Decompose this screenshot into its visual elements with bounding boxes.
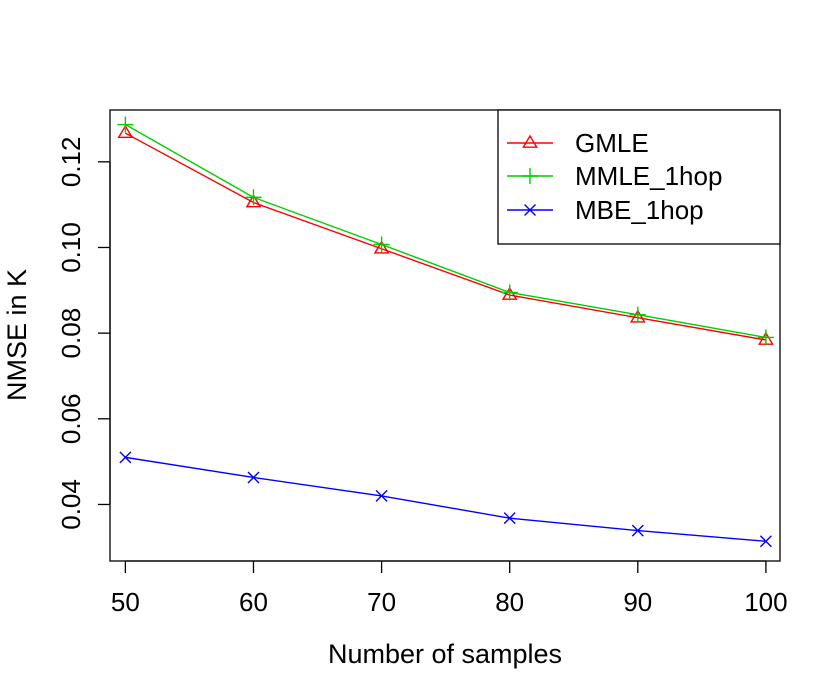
data-point bbox=[245, 189, 262, 206]
data-point bbox=[373, 240, 390, 254]
y-axis-label: NMSE in K bbox=[2, 269, 32, 401]
series-line bbox=[125, 132, 767, 341]
legend-item: GMLE bbox=[507, 128, 649, 158]
legend-label: MBE_1hop bbox=[575, 195, 704, 225]
x-tick-label: 70 bbox=[367, 587, 396, 617]
data-point bbox=[501, 284, 518, 301]
data-point bbox=[247, 471, 260, 484]
series-gmle bbox=[117, 124, 774, 345]
legend-item: MBE_1hop bbox=[507, 195, 704, 225]
series-line bbox=[125, 456, 766, 542]
data-point bbox=[757, 329, 774, 346]
x-tick-label: 100 bbox=[744, 587, 787, 617]
data-point bbox=[375, 489, 388, 502]
y-tick-label: 0.06 bbox=[56, 393, 86, 444]
data-point bbox=[503, 512, 516, 525]
x-tick-label: 50 bbox=[111, 587, 140, 617]
data-point bbox=[119, 451, 132, 464]
y-tick-label: 0.08 bbox=[56, 308, 86, 359]
legend-item: MMLE_1hop bbox=[507, 161, 722, 191]
data-point bbox=[117, 116, 134, 133]
y-tick-label: 0.04 bbox=[56, 479, 86, 530]
legend-marker bbox=[522, 168, 538, 184]
series-mbe-1hop bbox=[119, 451, 772, 548]
legend-marker bbox=[522, 134, 538, 148]
x-tick-label: 60 bbox=[239, 587, 268, 617]
data-point bbox=[629, 306, 646, 323]
legend-label: MMLE_1hop bbox=[575, 161, 722, 191]
y-axis: 0.04 0.06 0.08 0.10 0.12 bbox=[56, 137, 111, 530]
data-point bbox=[245, 194, 262, 208]
series-layer bbox=[117, 116, 774, 548]
series-line bbox=[125, 123, 767, 339]
legend-label: GMLE bbox=[575, 128, 649, 158]
x-axis: 50 60 70 80 90 100 bbox=[111, 560, 788, 617]
data-point bbox=[759, 535, 772, 548]
legend-box bbox=[497, 109, 781, 245]
data-point bbox=[117, 124, 134, 139]
legend-marker bbox=[524, 204, 536, 216]
x-tick-label: 90 bbox=[623, 587, 652, 617]
series-mmle-1hop bbox=[117, 116, 774, 346]
data-point bbox=[631, 524, 644, 537]
y-tick-label: 0.10 bbox=[56, 222, 86, 273]
x-tick-label: 80 bbox=[495, 587, 524, 617]
x-axis-label: Number of samples bbox=[328, 639, 562, 669]
y-tick-label: 0.12 bbox=[56, 137, 86, 188]
data-point bbox=[373, 236, 390, 253]
